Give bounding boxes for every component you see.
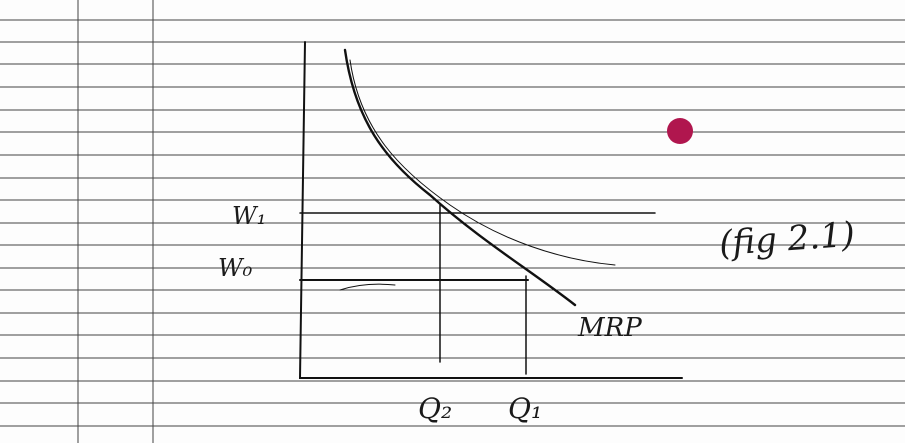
mrp-label: MRP (577, 313, 642, 343)
graph (298, 41, 683, 379)
axes (298, 41, 683, 379)
w0-label: W₀ (218, 254, 253, 282)
mrp-curve (343, 48, 577, 307)
figure-label: (fig 2.1) (718, 215, 856, 264)
q2-label: Q₂ (418, 392, 452, 425)
badge (667, 118, 693, 144)
q1-label: Q₁ (508, 392, 542, 425)
faint-curve (349, 59, 616, 266)
smudge (339, 283, 396, 291)
w1-label: W₁ (232, 202, 266, 230)
badge-circle (667, 118, 693, 144)
